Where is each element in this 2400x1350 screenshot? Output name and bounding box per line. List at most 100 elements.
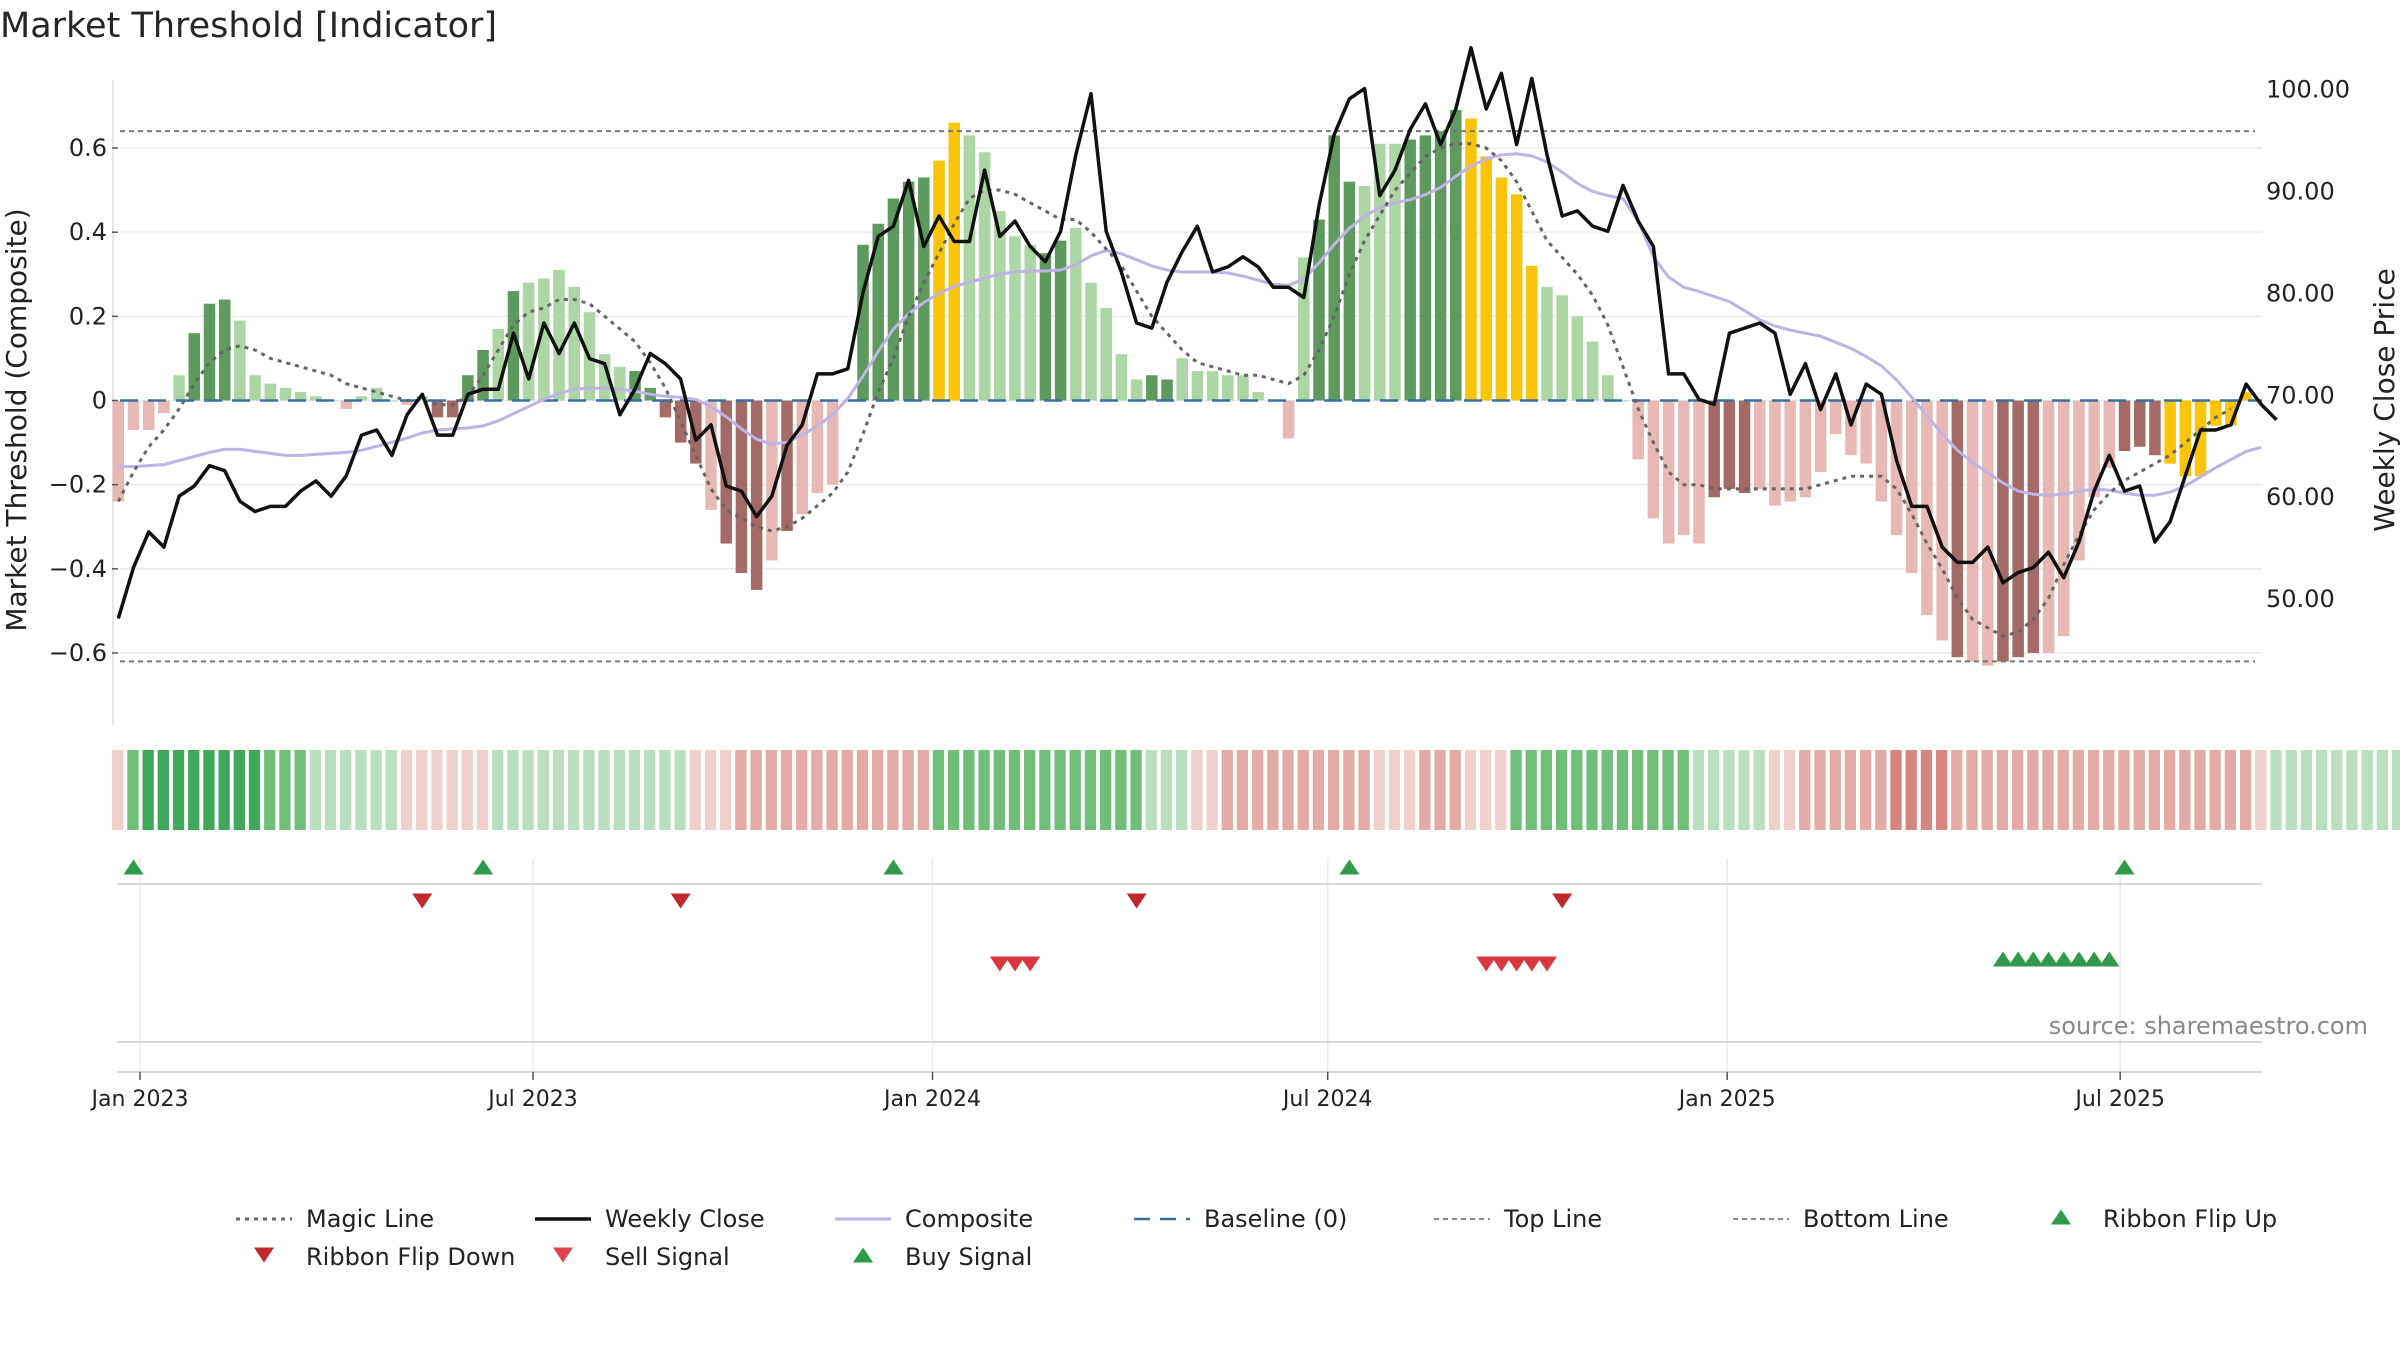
ribbon-cell	[1479, 750, 1492, 830]
composite-bar	[1206, 371, 1219, 401]
ribbon-cell	[750, 750, 762, 830]
ribbon-cell	[1951, 750, 1963, 830]
ribbon-cell	[2270, 750, 2282, 830]
ribbon-cell	[659, 750, 671, 830]
ribbon-cell	[1312, 750, 1325, 830]
ribbon-cell	[887, 750, 899, 830]
composite-bar	[1784, 400, 1796, 502]
composite-bar	[112, 400, 125, 502]
ribbon-cell	[1890, 750, 1902, 830]
ribbon-cell	[2118, 750, 2130, 830]
composite-bar	[1161, 379, 1173, 401]
composite-bar	[2012, 400, 2024, 658]
composite-bar	[766, 400, 778, 561]
composite-bar	[1176, 358, 1188, 401]
ribbon-cell	[1024, 750, 1036, 830]
ribbon-cell	[2331, 750, 2343, 830]
ribbon-cell	[796, 750, 808, 830]
composite-bar	[1434, 131, 1447, 401]
composite-bar	[386, 400, 398, 402]
composite-bar	[1404, 139, 1416, 401]
composite-bar	[1222, 375, 1234, 401]
ribbon-cell	[1829, 750, 1841, 830]
legend-label: Composite	[905, 1205, 1033, 1233]
legend-label: Buy Signal	[905, 1243, 1032, 1271]
composite-bar	[264, 383, 277, 401]
ribbon-cell	[1100, 750, 1112, 830]
ribbon-cell	[172, 750, 185, 830]
composite-bar	[1845, 400, 1857, 456]
sell-signal-marker	[1491, 956, 1512, 972]
composite-bar	[1115, 354, 1128, 401]
y-right-tick-label: 100.00	[2266, 76, 2350, 104]
composite-bar	[674, 400, 687, 443]
composite-bar	[1054, 240, 1067, 401]
composite-bars	[112, 110, 2252, 666]
sell-signal-marker	[1536, 956, 1557, 972]
ribbon-cell	[1783, 750, 1796, 830]
ribbon-cell	[826, 750, 838, 830]
legend-item: Sell Signal	[553, 1243, 730, 1271]
ribbon-cell	[1388, 750, 1401, 830]
ribbon-cell	[689, 750, 701, 830]
x-tick-label: Jul 2023	[486, 1087, 578, 1112]
ribbon-cell	[1996, 750, 2009, 830]
x-tick-label: Jan 2025	[1677, 1087, 1776, 1112]
legend-label: Weekly Close	[605, 1205, 765, 1233]
ribbon-cell	[2011, 750, 2024, 830]
ribbon-cell	[978, 750, 990, 830]
legend-item: Magic Line	[236, 1205, 434, 1233]
composite-bar	[203, 303, 216, 401]
composite-bar	[2240, 392, 2252, 401]
composite-bar	[1556, 295, 1568, 401]
ribbon-cell	[1981, 750, 1993, 830]
ribbon-cell	[340, 750, 352, 830]
ribbon-cell	[2103, 750, 2115, 830]
ribbon-cell	[461, 750, 473, 830]
ribbon-cell	[1905, 750, 1917, 830]
composite-bar	[1237, 375, 1249, 401]
composite-bar	[234, 320, 246, 401]
legend: Magic Line Weekly Close Composite Baseline …	[236, 1205, 2277, 1271]
composite-bar	[1298, 257, 1310, 401]
ribbon-cell	[2163, 750, 2176, 830]
weekly-close-line	[116, 46, 2278, 619]
ribbon-cell	[811, 750, 823, 830]
composite-bar	[1009, 236, 1021, 401]
ribbon-flip-up-marker	[473, 859, 494, 875]
ribbon-cell	[233, 750, 245, 830]
composite-bar	[811, 400, 824, 494]
ribbon-cell	[1920, 750, 1933, 830]
composite-bar	[1526, 265, 1538, 401]
legend-item: Ribbon Flip Down	[254, 1243, 515, 1271]
composite-bar	[1906, 400, 1918, 574]
ribbon-cell	[431, 750, 443, 830]
composite-bar	[492, 328, 505, 401]
composite-bar	[2179, 400, 2192, 477]
ribbon-cell	[552, 750, 565, 830]
sell-signal-marker	[1476, 956, 1497, 972]
y-right-tick-label: 90.00	[2266, 178, 2335, 206]
composite-bar	[1586, 341, 1599, 401]
ribbon-cell	[1662, 750, 1674, 830]
composite-bar	[1875, 400, 1888, 502]
composite-bar	[538, 278, 550, 401]
composite-bar	[1693, 400, 1705, 544]
composite-bar	[2073, 400, 2085, 561]
ribbon-cell	[628, 750, 641, 830]
ribbon-cell	[2209, 750, 2221, 830]
y-left-tick-label: 0	[92, 387, 107, 415]
legend-marker-triangle-down	[553, 1247, 573, 1263]
composite-bar	[614, 366, 626, 401]
legend-label: Magic Line	[306, 1205, 434, 1233]
composite-line	[118, 152, 2262, 497]
ribbon-cell	[917, 750, 929, 830]
ribbon-cell	[1586, 750, 1598, 830]
composite-bar	[857, 244, 869, 401]
composite-bar	[1358, 185, 1371, 401]
indicator-lines	[116, 46, 2278, 663]
ribbon-cell	[856, 750, 869, 830]
ribbon-cell	[1419, 750, 1431, 830]
ribbon-cell	[1343, 750, 1355, 830]
composite-bar	[1571, 316, 1584, 401]
